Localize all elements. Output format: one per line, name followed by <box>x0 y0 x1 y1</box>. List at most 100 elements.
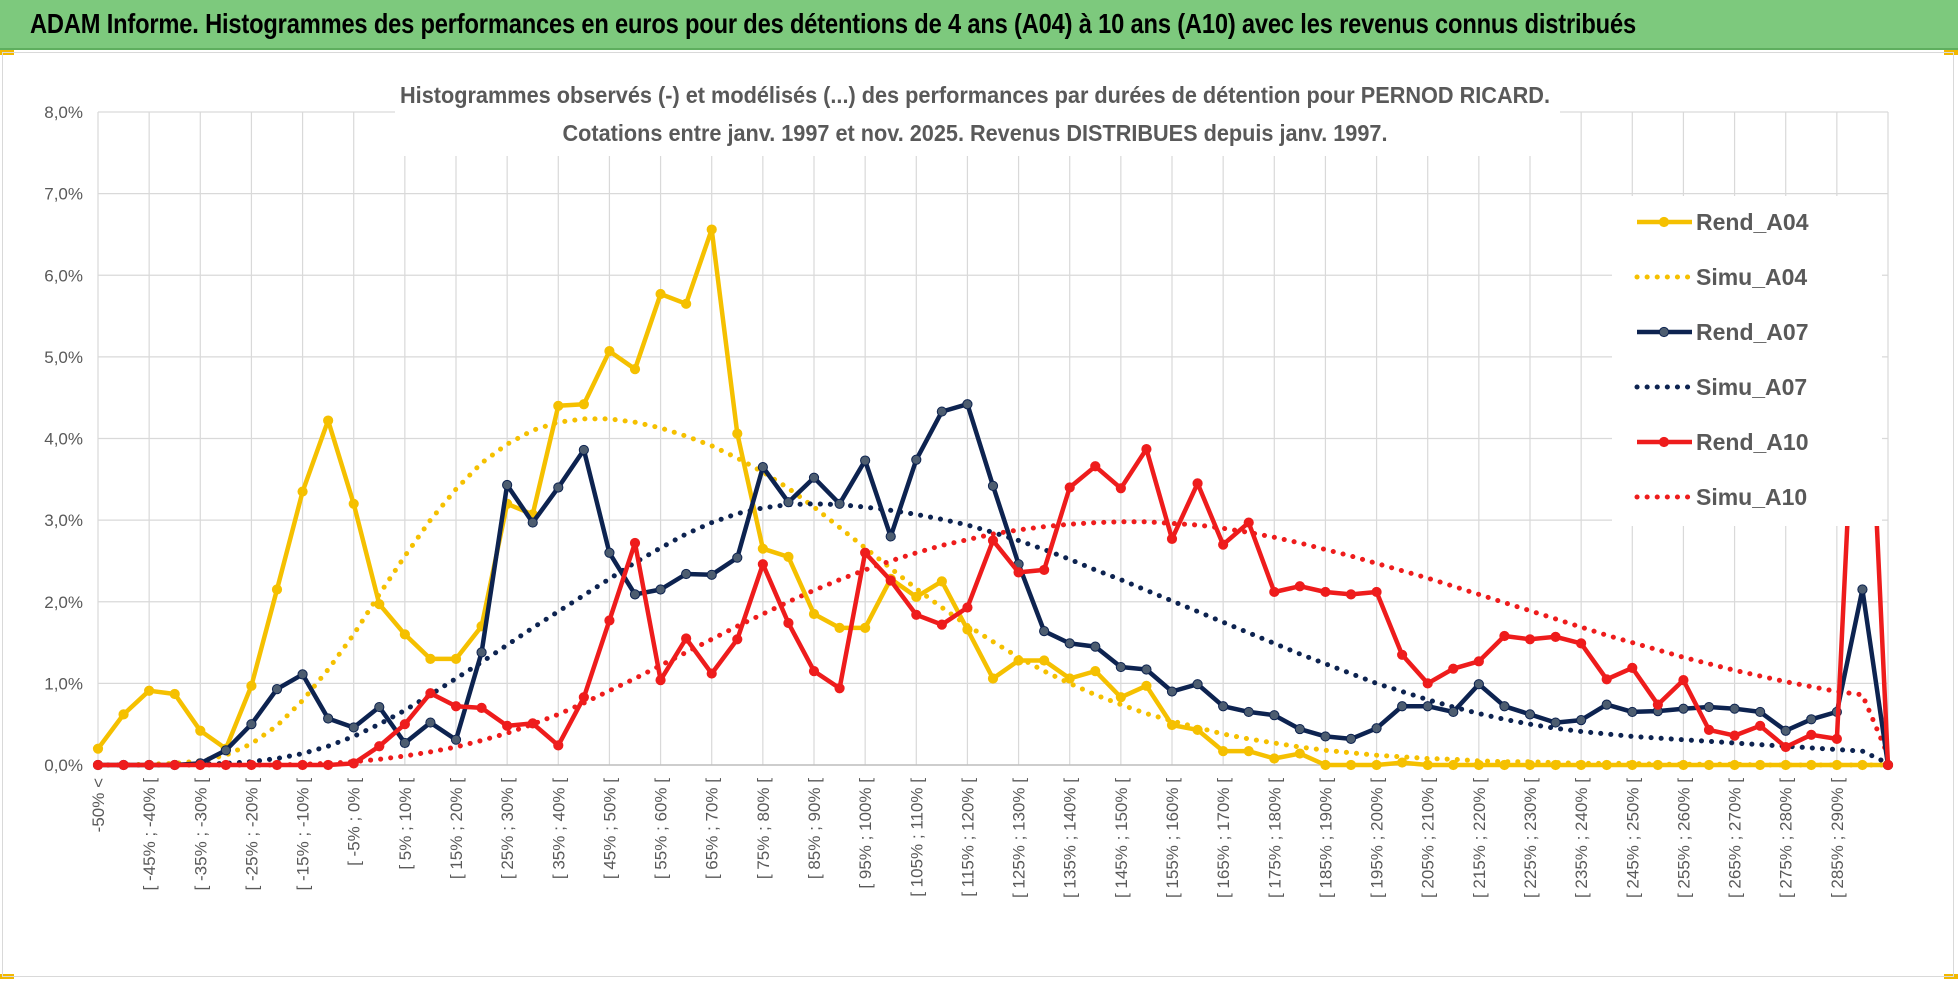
data-point <box>118 709 129 720</box>
data-point <box>655 584 666 595</box>
data-point <box>1806 714 1817 725</box>
data-point <box>706 569 717 580</box>
data-point <box>1524 709 1536 720</box>
data-point <box>527 517 538 528</box>
data-point <box>604 346 615 357</box>
data-point <box>1831 759 1842 771</box>
x-tick-label: [ 35% ; 40% [ <box>549 778 568 879</box>
data-point <box>1397 649 1408 660</box>
data-point <box>1345 733 1357 744</box>
data-point <box>323 713 334 724</box>
data-point <box>1141 664 1152 675</box>
data-point <box>348 758 359 769</box>
data-point <box>808 666 820 677</box>
x-tick-label: [ -35% ; -30% [ <box>191 778 210 891</box>
x-tick-label: [ -25% ; -20% [ <box>242 778 261 891</box>
data-point <box>1499 701 1510 712</box>
data-point <box>1524 634 1536 645</box>
data-point <box>604 615 615 626</box>
data-point <box>1678 703 1689 714</box>
x-tick-label: [ 25% ; 30% [ <box>498 778 517 879</box>
legend-item-rend-a04[interactable]: Rend_A04 <box>1637 209 1809 235</box>
data-point <box>1218 539 1229 550</box>
series-line <box>95 519 1891 768</box>
data-point <box>757 461 768 473</box>
x-tick-label: [ -45% ; -40% [ <box>140 778 159 891</box>
data-point <box>374 701 385 713</box>
x-tick-label: [ 145% ; 150% [ <box>1112 778 1131 898</box>
data-point <box>502 479 513 491</box>
data-point <box>936 576 947 587</box>
x-tick-label: [ -15% ; -10% [ <box>294 778 313 891</box>
chart-titles: Histogrammes observés (-) et modélisés (… <box>395 72 1560 156</box>
data-point <box>834 498 845 509</box>
chart-subtitle: Cotations entre janv. 1997 et nov. 2025.… <box>563 120 1388 146</box>
legend[interactable]: Rend_A04 Simu_A04 Rend_A07 Simu_A07 Rend_A10… <box>1612 196 1882 526</box>
legend-item-rend-a07[interactable]: Rend_A07 <box>1637 319 1808 345</box>
data-point <box>860 622 871 633</box>
data-point <box>1473 679 1484 690</box>
data-point <box>1039 655 1050 666</box>
data-point <box>706 668 717 679</box>
series-line <box>95 501 1891 768</box>
data-point <box>1243 746 1254 757</box>
data-point <box>553 400 564 411</box>
x-tick-label: [ -5% ; 0% [ <box>345 778 364 866</box>
x-tick-label: [ 65% ; 70% [ <box>703 778 722 879</box>
data-point <box>271 759 283 771</box>
data-point <box>399 737 410 749</box>
legend-background <box>1612 196 1882 526</box>
data-point <box>1627 706 1638 718</box>
legend-item-simu-a10[interactable]: Simu_A10 <box>1634 484 1807 510</box>
data-point <box>1524 759 1536 771</box>
data-point <box>1192 679 1203 690</box>
x-tick-label: [ 175% ; 180% [ <box>1265 778 1284 898</box>
data-point <box>1780 759 1791 771</box>
data-point <box>1269 586 1280 598</box>
x-tick-label: [ 185% ; 190% [ <box>1316 778 1335 898</box>
data-point <box>578 399 589 410</box>
y-tick-label: 4,0% <box>44 430 83 449</box>
data-point <box>1218 701 1229 712</box>
data-point <box>1729 730 1740 741</box>
data-point <box>1013 655 1024 666</box>
data-point <box>911 609 922 620</box>
data-point <box>1397 701 1408 712</box>
data-point <box>834 622 845 633</box>
data-point <box>1039 626 1050 637</box>
legend-item-rend-a10[interactable]: Rend_A10 <box>1637 429 1808 455</box>
legend-marker <box>1658 326 1670 338</box>
data-point <box>195 725 206 736</box>
data-point <box>1703 701 1715 713</box>
y-tick-label: 2,0% <box>44 593 83 612</box>
data-point <box>1166 533 1178 544</box>
data-point <box>1115 692 1126 703</box>
data-point <box>1576 715 1587 726</box>
data-point <box>476 702 487 713</box>
y-tick-label: 8,0% <box>44 103 83 122</box>
data-point <box>1576 759 1587 771</box>
legend-label: Simu_A07 <box>1696 374 1807 400</box>
data-point <box>1141 444 1152 455</box>
data-point <box>681 298 692 309</box>
title-background <box>395 72 1560 156</box>
data-point <box>706 224 717 235</box>
data-point <box>732 634 743 645</box>
data-point <box>1166 686 1178 697</box>
data-point <box>1269 753 1280 764</box>
data-point <box>1499 630 1510 642</box>
data-point <box>348 722 359 733</box>
x-tick-label: [ 135% ; 140% [ <box>1061 778 1080 898</box>
data-point <box>1652 699 1663 710</box>
data-point <box>911 591 922 602</box>
y-tick-label: 1,0% <box>44 674 83 693</box>
legend-label: Simu_A04 <box>1696 264 1807 290</box>
chart-title: Histogrammes observés (-) et modélisés (… <box>400 82 1550 108</box>
data-point <box>1729 703 1740 714</box>
data-point <box>1166 719 1178 731</box>
x-tick-label: [ 45% ; 50% [ <box>600 778 619 879</box>
data-point <box>1294 581 1305 592</box>
legend-item-simu-a07[interactable]: Simu_A07 <box>1634 374 1807 400</box>
legend-item-simu-a04[interactable]: Simu_A04 <box>1634 264 1807 290</box>
data-point <box>757 559 768 570</box>
